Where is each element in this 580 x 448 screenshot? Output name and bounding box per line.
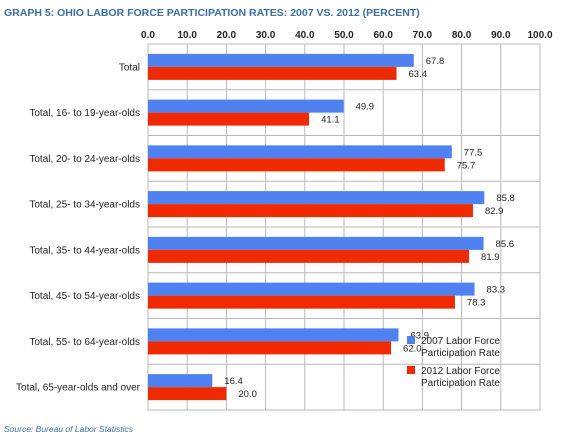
x-tick-label: 80.0 — [452, 30, 472, 41]
bar-2012 — [148, 66, 397, 80]
bars — [148, 53, 485, 401]
category-labels: Total Total, 16- to 19-year-olds Total, 20… — [16, 62, 141, 393]
bar-2012 — [148, 387, 227, 401]
data-label: 63.4 — [409, 69, 428, 80]
data-label: 16.4 — [224, 376, 243, 387]
x-tick-label: 0.0 — [141, 30, 155, 41]
legend-label: Participation Rate — [421, 348, 500, 359]
legend-label: 2007 Labor Force — [421, 336, 500, 347]
bar-2007 — [148, 282, 475, 296]
x-tick-label: 40.0 — [295, 30, 315, 41]
chart-title: GRAPH 5: OHIO LABOR FORCE PARTICIPATION … — [4, 7, 420, 19]
bar-2007 — [148, 374, 213, 388]
bar-2012 — [148, 204, 473, 218]
bar-2007 — [148, 191, 485, 205]
bar-2012 — [148, 341, 392, 355]
category-label: Total, 25- to 34-year-olds — [29, 200, 140, 211]
data-label: 49.9 — [356, 102, 375, 113]
x-tick-label: 50.0 — [334, 30, 354, 41]
bar-2012 — [148, 112, 310, 126]
bar-2012 — [148, 249, 470, 263]
data-label: 77.5 — [464, 147, 483, 158]
tick-labels: 0.0 10.0 20.0 30.0 40.0 50.0 60.0 70.0 80.0 90.0 1… — [141, 30, 553, 41]
x-tick-label: 30.0 — [256, 30, 276, 41]
category-label: Total — [119, 62, 140, 73]
legend-label: Participation Rate — [421, 378, 500, 389]
category-label: Total, 45- to 54-year-olds — [29, 291, 140, 302]
source-note: Source: Bureau of Labor Statistics — [4, 424, 134, 434]
category-label: Total, 20- to 24-year-olds — [29, 154, 140, 165]
bar-2007 — [148, 99, 344, 113]
data-label: 85.6 — [496, 239, 515, 250]
x-tick-label: 20.0 — [217, 30, 237, 41]
data-label: 63.9 — [410, 330, 429, 341]
value-labels: 67.8 63.4 49.9 41.1 77.5 75.7 85.8 82.9 85.6 81.9… — [224, 56, 515, 400]
legend-label: 2012 Labor Force — [421, 366, 500, 377]
bar-2012 — [148, 295, 455, 309]
data-label: 85.8 — [496, 193, 515, 204]
x-tick-label: 70.0 — [413, 30, 433, 41]
x-tick-label: 60.0 — [373, 30, 393, 41]
legend-swatch-2012 — [407, 366, 415, 374]
data-label: 82.9 — [485, 206, 504, 217]
data-label: 41.1 — [321, 115, 340, 126]
data-label: 67.8 — [426, 56, 445, 67]
bar-2007 — [148, 236, 484, 250]
x-tick-label: 90.0 — [491, 30, 511, 41]
category-label: Total, 16- to 19-year-olds — [29, 108, 140, 119]
x-tick-label: 10.0 — [177, 30, 197, 41]
bar-2007 — [148, 53, 414, 67]
category-label: Total, 65-year-olds and over — [16, 383, 141, 394]
data-label: 75.7 — [457, 160, 476, 171]
data-label: 83.3 — [487, 285, 506, 296]
data-label: 78.3 — [467, 298, 486, 309]
data-label: 62.0 — [403, 343, 422, 354]
bar-2007 — [148, 328, 399, 342]
category-label: Total, 55- to 64-year-olds — [29, 337, 140, 348]
legend-swatch-2007 — [407, 336, 415, 344]
data-label: 81.9 — [481, 252, 500, 263]
x-tick-label: 100.0 — [527, 30, 552, 41]
bar-2012 — [148, 158, 445, 172]
category-label: Total, 35- to 44-year-olds — [29, 245, 140, 256]
data-label: 20.0 — [238, 389, 257, 400]
bar-2007 — [148, 145, 452, 159]
